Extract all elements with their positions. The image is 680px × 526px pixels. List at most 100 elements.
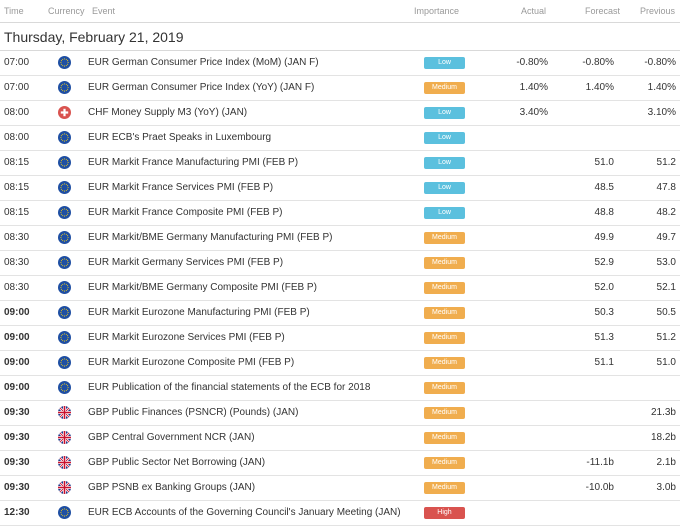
event-name: EUR German Consumer Price Index (YoY) (J… [88, 82, 315, 93]
previous-value: -0.80% [644, 57, 676, 68]
table-row[interactable]: 08:30 EUR Markit Germany Services PMI (FE… [0, 251, 680, 276]
event-time: 09:00 [4, 332, 30, 343]
importance-badge: Medium [424, 82, 465, 94]
header-importance: Importance [414, 6, 460, 16]
eu-flag-icon [58, 331, 71, 344]
table-row[interactable]: 09:30 GBP PSNB ex Banking Groups (JAN) Med… [0, 476, 680, 501]
table-row[interactable]: 08:15 EUR Markit France Manufacturing PMI… [0, 151, 680, 176]
event-time: 09:00 [4, 307, 30, 318]
event-name: EUR Markit Eurozone Composite PMI (FEB P… [88, 357, 295, 368]
importance-badge: Medium [424, 257, 465, 269]
event-name: EUR Markit/BME Germany Composite PMI (FE… [88, 282, 317, 293]
event-time: 08:30 [4, 232, 30, 243]
previous-value: 51.2 [656, 157, 676, 168]
event-name: EUR ECB's Praet Speaks in Luxembourg [88, 132, 272, 143]
table-row[interactable]: 09:00 EUR Markit Eurozone Composite PMI (… [0, 351, 680, 376]
event-name: EUR Markit France Composite PMI (FEB P) [88, 207, 283, 218]
previous-value: 2.1b [656, 457, 676, 468]
header-event: Event [92, 6, 116, 16]
event-name: GBP Central Government NCR (JAN) [88, 432, 255, 443]
event-time: 08:30 [4, 257, 30, 268]
event-name: GBP Public Finances (PSNCR) (Pounds) (JA… [88, 407, 299, 418]
forecast-value: 50.3 [594, 307, 614, 318]
previous-value: 51.0 [656, 357, 676, 368]
importance-badge: Medium [424, 332, 465, 344]
event-time: 09:30 [4, 457, 30, 468]
previous-value: 18.2b [650, 432, 676, 443]
header-actual: Actual [521, 6, 547, 16]
eu-flag-icon [58, 256, 71, 269]
event-time: 09:00 [4, 382, 30, 393]
table-row[interactable]: 08:15 EUR Markit France Composite PMI (FE… [0, 201, 680, 226]
table-row[interactable]: 08:15 EUR Markit France Services PMI (FEB… [0, 176, 680, 201]
table-row[interactable]: 09:00 EUR Markit Eurozone Services PMI (F… [0, 326, 680, 351]
event-name: EUR Markit Eurozone Services PMI (FEB P) [88, 332, 285, 343]
eu-flag-icon [58, 81, 71, 94]
previous-value: 48.2 [656, 207, 676, 218]
importance-badge: Medium [424, 482, 465, 494]
actual-value: 1.40% [519, 82, 548, 93]
swiss-flag-icon [58, 106, 71, 119]
uk-flag-icon [58, 481, 71, 494]
event-time: 07:00 [4, 57, 30, 68]
importance-badge: Low [424, 57, 465, 69]
eu-flag-icon [58, 206, 71, 219]
event-name: EUR ECB Accounts of the Governing Counci… [88, 507, 401, 518]
forecast-value: -10.0b [585, 482, 614, 493]
importance-badge: Low [424, 157, 465, 169]
forecast-value: 49.9 [594, 232, 614, 243]
event-time: 08:00 [4, 132, 30, 143]
table-row[interactable]: 09:30 GBP Public Sector Net Borrowing (JA… [0, 451, 680, 476]
event-name: GBP PSNB ex Banking Groups (JAN) [88, 482, 256, 493]
importance-badge: Medium [424, 432, 465, 444]
previous-value: 3.0b [656, 482, 676, 493]
previous-value: 21.3b [650, 407, 676, 418]
table-row[interactable]: 08:00 EUR ECB's Praet Speaks in Luxembour… [0, 126, 680, 151]
eu-flag-icon [58, 56, 71, 69]
eu-flag-icon [58, 131, 71, 144]
previous-value: 49.7 [656, 232, 676, 243]
forecast-value: 1.40% [585, 82, 614, 93]
actual-value: -0.80% [516, 57, 548, 68]
uk-flag-icon [58, 456, 71, 469]
previous-value: 47.8 [656, 182, 676, 193]
table-row[interactable]: 09:00 EUR Markit Eurozone Manufacturing P… [0, 301, 680, 326]
event-name: EUR Markit Germany Services PMI (FEB P) [88, 257, 284, 268]
event-name: EUR Markit France Services PMI (FEB P) [88, 182, 274, 193]
importance-badge: Medium [424, 382, 465, 394]
eu-flag-icon [58, 506, 71, 519]
importance-badge: Low [424, 207, 465, 219]
actual-value: 3.40% [519, 107, 548, 118]
importance-badge: Low [424, 107, 465, 119]
event-name: EUR Markit Eurozone Manufacturing PMI (F… [88, 307, 310, 318]
forecast-value: 51.0 [594, 157, 614, 168]
events-table: 07:00 EUR German Consumer Price Index (Mo… [0, 51, 680, 526]
table-row[interactable]: 08:30 EUR Markit/BME Germany Composite PM… [0, 276, 680, 301]
table-row[interactable]: 12:30 EUR ECB Accounts of the Governing C… [0, 501, 680, 526]
previous-value: 53.0 [656, 257, 676, 268]
table-row[interactable]: 07:00 EUR German Consumer Price Index (Yo… [0, 76, 680, 101]
eu-flag-icon [58, 381, 71, 394]
eu-flag-icon [58, 281, 71, 294]
event-time: 09:30 [4, 482, 30, 493]
event-time: 09:30 [4, 432, 30, 443]
forecast-value: -0.80% [582, 57, 614, 68]
forecast-value: 51.1 [594, 357, 614, 368]
table-row[interactable]: 09:00 EUR Publication of the financial st… [0, 376, 680, 401]
table-row[interactable]: 08:30 EUR Markit/BME Germany Manufacturin… [0, 226, 680, 251]
uk-flag-icon [58, 406, 71, 419]
event-time: 08:15 [4, 157, 30, 168]
forecast-value: 48.5 [594, 182, 614, 193]
table-row[interactable]: 09:30 GBP Central Government NCR (JAN) Med… [0, 426, 680, 451]
eu-flag-icon [58, 156, 71, 169]
event-name: CHF Money Supply M3 (YoY) (JAN) [88, 107, 248, 118]
importance-badge: Medium [424, 282, 465, 294]
header-previous: Previous [640, 6, 676, 16]
uk-flag-icon [58, 431, 71, 444]
table-row[interactable]: 09:30 GBP Public Finances (PSNCR) (Pounds… [0, 401, 680, 426]
table-row[interactable]: 08:00 CHF Money Supply M3 (YoY) (JAN) Low 3… [0, 101, 680, 126]
importance-badge: Medium [424, 457, 465, 469]
importance-badge: Low [424, 132, 465, 144]
table-row[interactable]: 07:00 EUR German Consumer Price Index (Mo… [0, 51, 680, 76]
table-header: Time Currency Event Importance Actual Fo… [0, 0, 680, 23]
